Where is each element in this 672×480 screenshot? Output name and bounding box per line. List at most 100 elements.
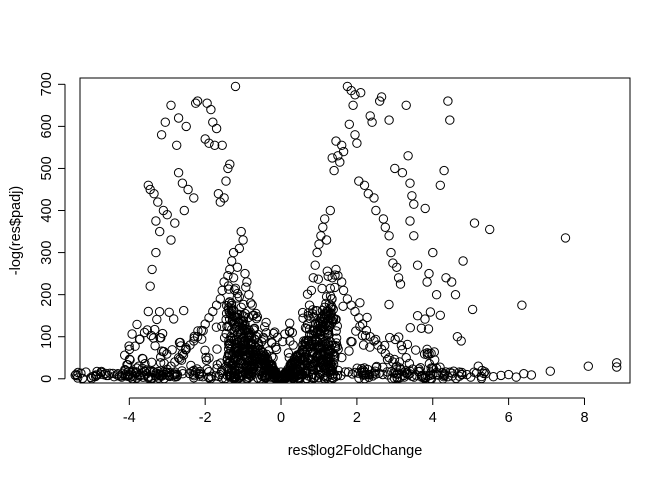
data-point: [338, 285, 349, 296]
y-tick-label: 200: [39, 283, 55, 307]
data-point: [253, 366, 264, 376]
data-point: [149, 189, 159, 199]
data-point: [435, 310, 445, 320]
data-point: [330, 351, 340, 361]
data-point: [164, 307, 174, 317]
data-point: [169, 369, 180, 380]
data-point: [378, 369, 388, 380]
data-point: [367, 117, 377, 127]
data-point: [404, 366, 415, 376]
data-point: [323, 338, 333, 348]
data-point: [173, 113, 184, 123]
data-points: [70, 81, 622, 384]
data-point: [425, 307, 436, 317]
data-point: [188, 369, 198, 379]
data-point: [95, 369, 106, 379]
data-point: [403, 151, 413, 161]
data-point: [320, 363, 331, 373]
data-point: [270, 327, 280, 337]
data-point: [212, 344, 222, 354]
data-point: [397, 168, 408, 178]
data-point: [330, 282, 340, 293]
data-point: [331, 326, 341, 336]
data-point: [238, 315, 249, 326]
data-point: [294, 373, 304, 383]
data-point: [380, 222, 390, 233]
y-axis: 0 100 200 300 400 500 600 700: [39, 72, 66, 383]
data-point: [108, 368, 118, 379]
data-point: [215, 197, 226, 207]
data-point: [517, 300, 527, 310]
data-point: [346, 336, 356, 347]
data-point: [135, 371, 145, 381]
data-point: [285, 364, 295, 374]
data-point: [189, 365, 199, 375]
data-point: [148, 333, 159, 343]
data-point: [325, 303, 336, 313]
data-point: [238, 235, 248, 245]
data-point: [422, 350, 433, 360]
data-point: [302, 289, 313, 299]
data-point: [337, 140, 347, 151]
data-point: [224, 284, 234, 294]
data-point: [184, 368, 195, 379]
data-point: [169, 314, 179, 324]
data-point: [143, 180, 154, 191]
data-point: [412, 260, 423, 270]
data-point: [221, 361, 231, 372]
x-tick-label: 8: [580, 410, 588, 426]
data-point: [420, 314, 430, 324]
data-point: [172, 140, 182, 151]
data-point: [226, 344, 236, 355]
data-point: [325, 291, 336, 301]
data-point: [157, 370, 168, 381]
data-point: [467, 304, 478, 315]
data-point: [298, 307, 308, 318]
data-point: [330, 371, 341, 382]
data-point: [125, 355, 135, 365]
data-point: [372, 361, 382, 372]
data-point: [130, 341, 140, 351]
data-point: [318, 346, 328, 357]
plot-frame: [79, 77, 631, 384]
data-point: [191, 98, 201, 108]
data-point: [142, 325, 153, 335]
data-point: [228, 273, 239, 283]
data-point: [439, 372, 449, 382]
data-point: [211, 322, 222, 332]
data-point: [151, 216, 161, 226]
data-point: [278, 336, 288, 347]
data-point: [155, 333, 165, 343]
data-point: [211, 123, 222, 134]
data-point: [225, 159, 235, 169]
data-point: [411, 345, 421, 355]
data-point: [371, 205, 381, 216]
data-point: [122, 360, 132, 370]
data-point: [371, 334, 381, 345]
data-point: [443, 96, 453, 106]
data-point: [204, 138, 214, 148]
data-point: [152, 314, 162, 325]
data-point: [151, 247, 161, 258]
data-point: [328, 373, 338, 383]
data-point: [268, 328, 279, 339]
data-point: [112, 370, 123, 380]
data-point: [469, 367, 479, 377]
data-point: [369, 193, 379, 203]
data-point: [159, 358, 169, 368]
data-point: [371, 362, 381, 373]
data-point: [222, 355, 232, 366]
data-point: [172, 370, 183, 380]
data-point: [496, 370, 506, 381]
data-point: [308, 337, 318, 347]
data-point: [264, 346, 274, 356]
data-point: [226, 309, 236, 319]
data-point: [198, 372, 208, 382]
data-point: [321, 235, 332, 245]
data-point: [267, 338, 277, 348]
data-point: [511, 372, 521, 382]
data-point: [350, 90, 360, 100]
data-point: [447, 277, 457, 287]
data-point: [193, 326, 203, 336]
